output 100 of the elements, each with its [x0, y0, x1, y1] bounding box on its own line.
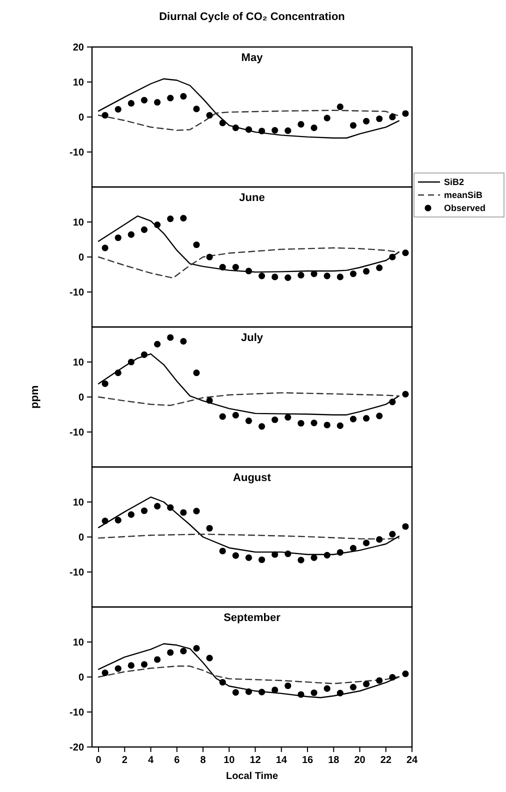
point: [102, 518, 108, 524]
x-tick-label: 10: [224, 755, 236, 766]
point: [140, 351, 148, 358]
point: [154, 99, 161, 106]
point: [180, 338, 187, 345]
point: [167, 649, 174, 656]
point: [232, 552, 239, 559]
point: [219, 120, 226, 126]
point: [376, 115, 383, 122]
text: Diurnal Cycle of CO₂ Concentration: [159, 11, 346, 23]
x-tick-label: 24: [406, 755, 418, 766]
point: [376, 264, 383, 272]
point: [219, 548, 226, 554]
point: [402, 390, 409, 398]
point: [389, 398, 396, 406]
point: [324, 552, 330, 558]
x-tick-label: 20: [354, 755, 366, 766]
x-tick-label: 22: [380, 755, 392, 766]
point: [272, 686, 278, 694]
x-tick-label: 14: [276, 755, 288, 766]
point: [310, 554, 318, 561]
y-tick-label: 10: [72, 498, 84, 508]
point: [193, 106, 200, 112]
chart-title: July: [240, 332, 264, 344]
y-axis-title: ppm: [29, 385, 41, 409]
point: [284, 550, 292, 558]
point: [376, 412, 383, 420]
point: [272, 416, 278, 424]
point: [258, 272, 266, 280]
point: [298, 556, 304, 564]
point: [298, 691, 304, 698]
point: [245, 268, 252, 274]
point: [232, 264, 239, 270]
point: [206, 524, 213, 532]
line-series: [98, 78, 400, 139]
point: [272, 274, 278, 280]
point: [284, 414, 292, 421]
point: [362, 540, 370, 546]
point: [245, 126, 252, 133]
point: [245, 554, 252, 561]
y-tick-label: 10: [72, 78, 84, 88]
point: [272, 551, 278, 558]
point: [206, 397, 213, 404]
point: [324, 685, 330, 692]
point: [154, 340, 161, 348]
point: [310, 689, 318, 696]
chart-title: September: [224, 612, 282, 624]
point: [167, 216, 174, 222]
point: [258, 688, 266, 696]
point: [102, 380, 108, 387]
point: [206, 654, 213, 662]
point: [114, 516, 122, 524]
point: [362, 118, 370, 124]
y-tick-label: 0: [78, 672, 84, 684]
point: [114, 106, 122, 113]
point: [298, 420, 304, 427]
point: [128, 231, 134, 238]
point: [102, 670, 108, 676]
x-tick-label: 8: [200, 755, 206, 766]
line-series: [98, 392, 400, 406]
point: [232, 124, 239, 132]
point: [310, 124, 318, 132]
line-series: [98, 247, 400, 279]
point: [128, 358, 134, 366]
point: [376, 536, 383, 543]
point: [232, 412, 239, 418]
point: [324, 114, 330, 122]
point: [180, 509, 187, 516]
point: [193, 241, 200, 248]
point: [324, 272, 330, 280]
point: [336, 104, 344, 110]
point: [389, 114, 396, 120]
point: [167, 334, 174, 341]
point: [389, 530, 396, 538]
point: [154, 502, 161, 510]
point: [362, 268, 370, 275]
point: [272, 127, 278, 134]
point: [336, 274, 344, 280]
y-tick-label: 0: [78, 392, 84, 404]
point: [219, 678, 226, 686]
y-tick-label: -10: [70, 708, 84, 718]
y-tick-label: -10: [70, 428, 84, 438]
point: [258, 128, 266, 134]
point: [128, 511, 134, 518]
y-tick-label: 20: [72, 42, 84, 54]
x-axis-title: Local Time: [226, 771, 278, 782]
point: [114, 665, 122, 672]
point: [376, 677, 383, 684]
y-tick-label: 0: [78, 112, 84, 124]
point: [232, 689, 239, 696]
point: [350, 684, 357, 690]
point: [402, 523, 409, 530]
point: [140, 507, 148, 514]
point: [362, 680, 370, 688]
point: [114, 370, 122, 376]
point: [284, 682, 292, 690]
point: [219, 264, 226, 270]
point: [140, 226, 148, 233]
point: [298, 121, 304, 128]
point: [167, 504, 174, 511]
